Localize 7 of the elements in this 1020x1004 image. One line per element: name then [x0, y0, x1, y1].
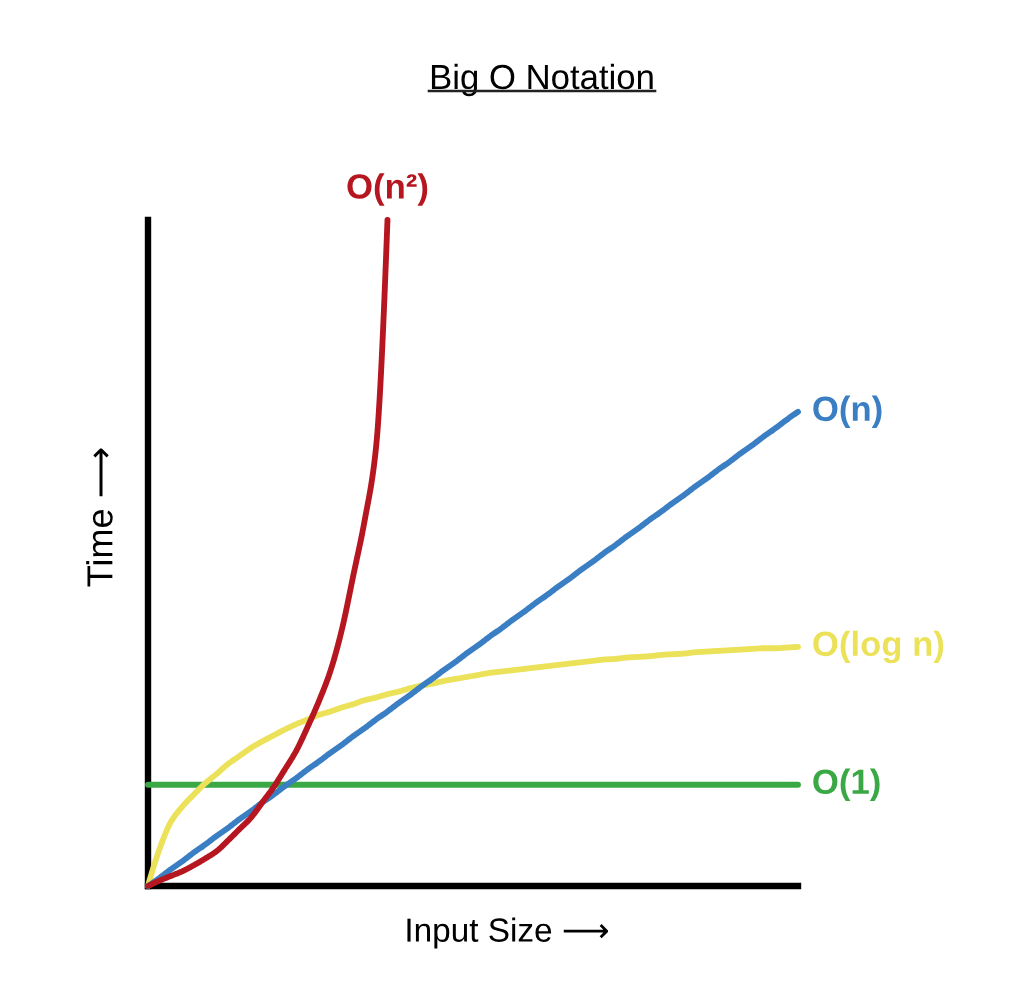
series-label: O(log n) — [813, 630, 944, 664]
series-label: O(n²) — [347, 173, 428, 206]
series-label: O(1) — [813, 768, 880, 801]
chart-title: Big O Notation — [431, 63, 653, 97]
x-axis-title: Input Size ⟶ — [407, 917, 609, 949]
y-axis-title: Time ⟶ — [86, 448, 113, 587]
series-label: O(n) — [813, 395, 882, 428]
